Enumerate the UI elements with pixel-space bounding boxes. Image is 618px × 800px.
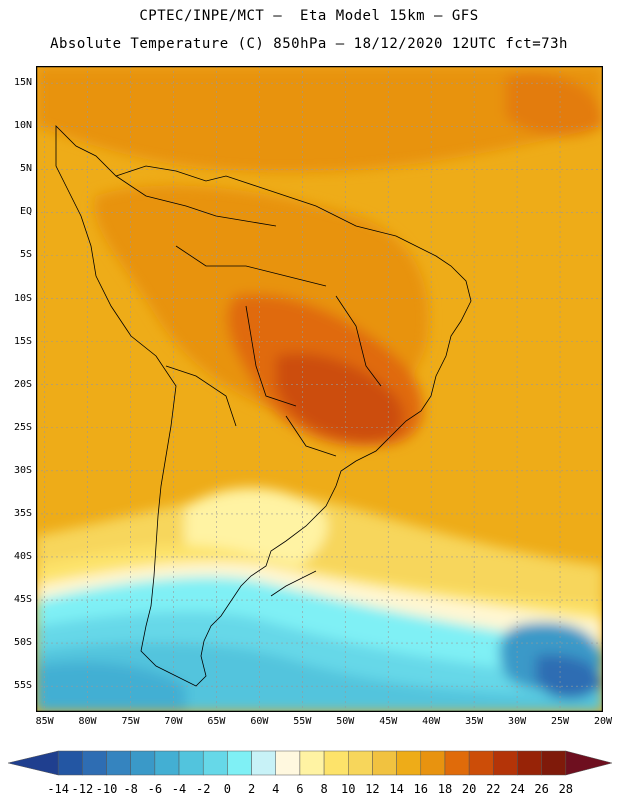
lon-label: 40W <box>422 716 441 727</box>
colorbar-swatch <box>541 750 567 776</box>
colorbar-swatch <box>202 750 228 776</box>
colorbar-swatch <box>323 750 349 776</box>
lat-label: EQ <box>19 206 32 218</box>
lon-label: 30W <box>508 716 527 727</box>
colorbar-swatch <box>396 750 422 776</box>
colorbar-swatch <box>227 750 252 776</box>
lon-label: 80W <box>78 716 97 727</box>
colorbar-tick-label: 28 <box>558 782 574 796</box>
colorbar-tick-label: -6 <box>147 782 163 796</box>
lon-label: 55W <box>293 716 312 727</box>
lat-label: 15N <box>13 77 32 89</box>
lon-label: 65W <box>207 716 226 727</box>
lat-label: 25S <box>13 421 32 433</box>
lat-label: 10S <box>13 292 32 304</box>
colorbar-tick-label: -8 <box>123 782 138 796</box>
lon-label: 70W <box>164 716 183 727</box>
lon-label: 35W <box>465 716 484 727</box>
lon-label: 45W <box>379 716 398 727</box>
colorbar-tick-label: 14 <box>389 782 404 796</box>
lon-label: 85W <box>35 716 54 727</box>
coastlines <box>55 125 472 687</box>
colorbar-swatch <box>493 750 518 776</box>
colorbar-tick-label: 0 <box>223 782 232 796</box>
colorbar-swatch <box>299 750 325 776</box>
colorbar-tick-label: 16 <box>413 782 429 796</box>
map-frame <box>36 66 603 712</box>
colorbar-tick-label: -12 <box>71 782 94 796</box>
lon-label: 20W <box>593 716 613 727</box>
colorbar-tick-label: 8 <box>320 782 328 796</box>
colorbar-tick-label: -14 <box>47 782 70 796</box>
lat-label: 5S <box>19 249 32 261</box>
lat-label: 40S <box>13 550 32 562</box>
map-title: CPTEC/INPE/MCT – Eta Model 15km – GFS <box>139 8 479 24</box>
colorbar-tick-label: 12 <box>365 782 380 796</box>
temperature-field <box>36 66 603 712</box>
colorbar-swatch <box>7 750 59 776</box>
lon-label: 50W <box>336 716 355 727</box>
colorbar-swatch <box>275 750 301 776</box>
colorbar-tick-label: 20 <box>461 782 477 796</box>
colorbar-swatch <box>444 750 470 776</box>
colorbar-tick-label: 18 <box>437 782 453 796</box>
temperature-map: 15N 10N 5N EQ 5S 10S 15S 20S 25S 30S 35S 40S 45S 50S 5… <box>14 66 612 727</box>
colorbar-swatch <box>468 750 494 776</box>
colorbar-tick-label: 22 <box>486 782 501 796</box>
lat-label: 30S <box>13 464 32 476</box>
lat-label: 20S <box>13 378 32 390</box>
colorbar-swatch <box>251 750 276 776</box>
lon-label: 25W <box>551 716 570 727</box>
lon-label: 75W <box>121 716 140 727</box>
lat-label: 10N <box>13 120 32 132</box>
colorbar-swatch <box>420 750 446 776</box>
colorbar-swatch <box>130 750 156 776</box>
colorbar-swatch <box>178 750 204 776</box>
colorbar-tick-label: -2 <box>195 782 211 796</box>
colorbar-swatch <box>565 750 613 776</box>
lat-label: 35S <box>13 507 32 519</box>
colorbar-swatch <box>106 750 131 776</box>
colorbar-swatch <box>154 750 180 776</box>
lat-label: 55S <box>13 680 32 692</box>
colorbar-tick-label: -10 <box>95 782 118 796</box>
map-subtitle: Absolute Temperature (C) 850hPa – 18/12/… <box>50 36 568 52</box>
colorbar-tick-label: 26 <box>534 782 549 796</box>
map-canvas <box>36 66 603 712</box>
colorbar-swatch <box>517 750 542 776</box>
colorbar-tick-label: -4 <box>171 782 187 796</box>
colorbar-tick-label: 6 <box>296 782 304 796</box>
colorbar-tick-label: 24 <box>510 782 525 796</box>
lat-label: 45S <box>13 594 32 606</box>
colorbar-tick-label: 4 <box>272 782 280 796</box>
lat-label: 5N <box>19 163 32 175</box>
colorbar-swatch <box>348 750 373 776</box>
colorbar <box>7 750 613 776</box>
colorbar-swatch <box>372 750 397 776</box>
colorbar-swatch <box>57 750 83 776</box>
colorbar-swatch <box>82 750 107 776</box>
lat-label: 15S <box>13 335 32 347</box>
colorbar-tick-label: 2 <box>247 782 256 796</box>
lat-label: 50S <box>13 637 32 649</box>
colorbar-tick-label: 10 <box>341 782 356 796</box>
lon-label: 60W <box>250 716 269 727</box>
